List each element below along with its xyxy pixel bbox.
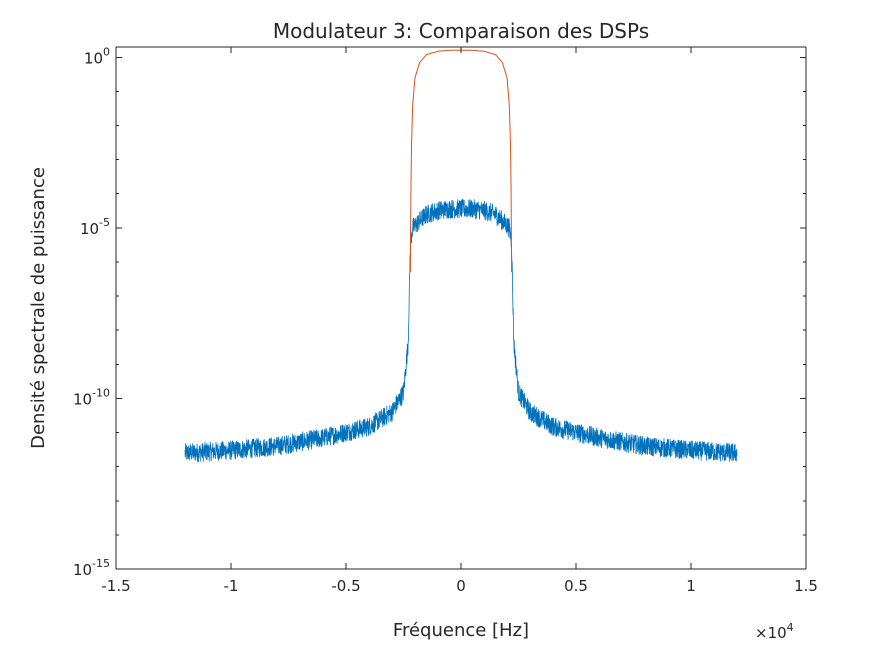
x-tick-label: 0 <box>456 577 466 595</box>
y-axis-label: Densité spectrale de puissance <box>28 167 49 449</box>
y-tick-label: 10-5 <box>80 216 110 238</box>
y-tick-label: 10-15 <box>73 557 110 579</box>
x-tick-label: -0.5 <box>331 577 360 595</box>
x-tick-label: -1 <box>224 577 239 595</box>
plot-area <box>116 47 806 569</box>
series-line-1 <box>184 199 738 463</box>
x-tick-label: -1.5 <box>101 577 130 595</box>
y-tick-label: 100 <box>84 45 110 67</box>
x-exponent-multiplier: ×104 <box>755 621 794 642</box>
x-tick-label: 1.5 <box>794 577 818 595</box>
x-axis-label: Fréquence [Hz] <box>393 620 529 641</box>
x-exponent-power: 4 <box>787 621 794 634</box>
chart-title: Modulateur 3: Comparaison des DSPs <box>273 19 649 43</box>
y-tick-label: 10-10 <box>73 386 110 408</box>
x-tick-label: 0.5 <box>564 577 588 595</box>
x-exponent-base: ×10 <box>755 624 787 642</box>
x-tick-label: 1 <box>686 577 696 595</box>
tick-layer: -1.5 -1 -0.5 0 0.5 1 1.5 100 10-5 10-10 10-15 <box>73 45 818 595</box>
